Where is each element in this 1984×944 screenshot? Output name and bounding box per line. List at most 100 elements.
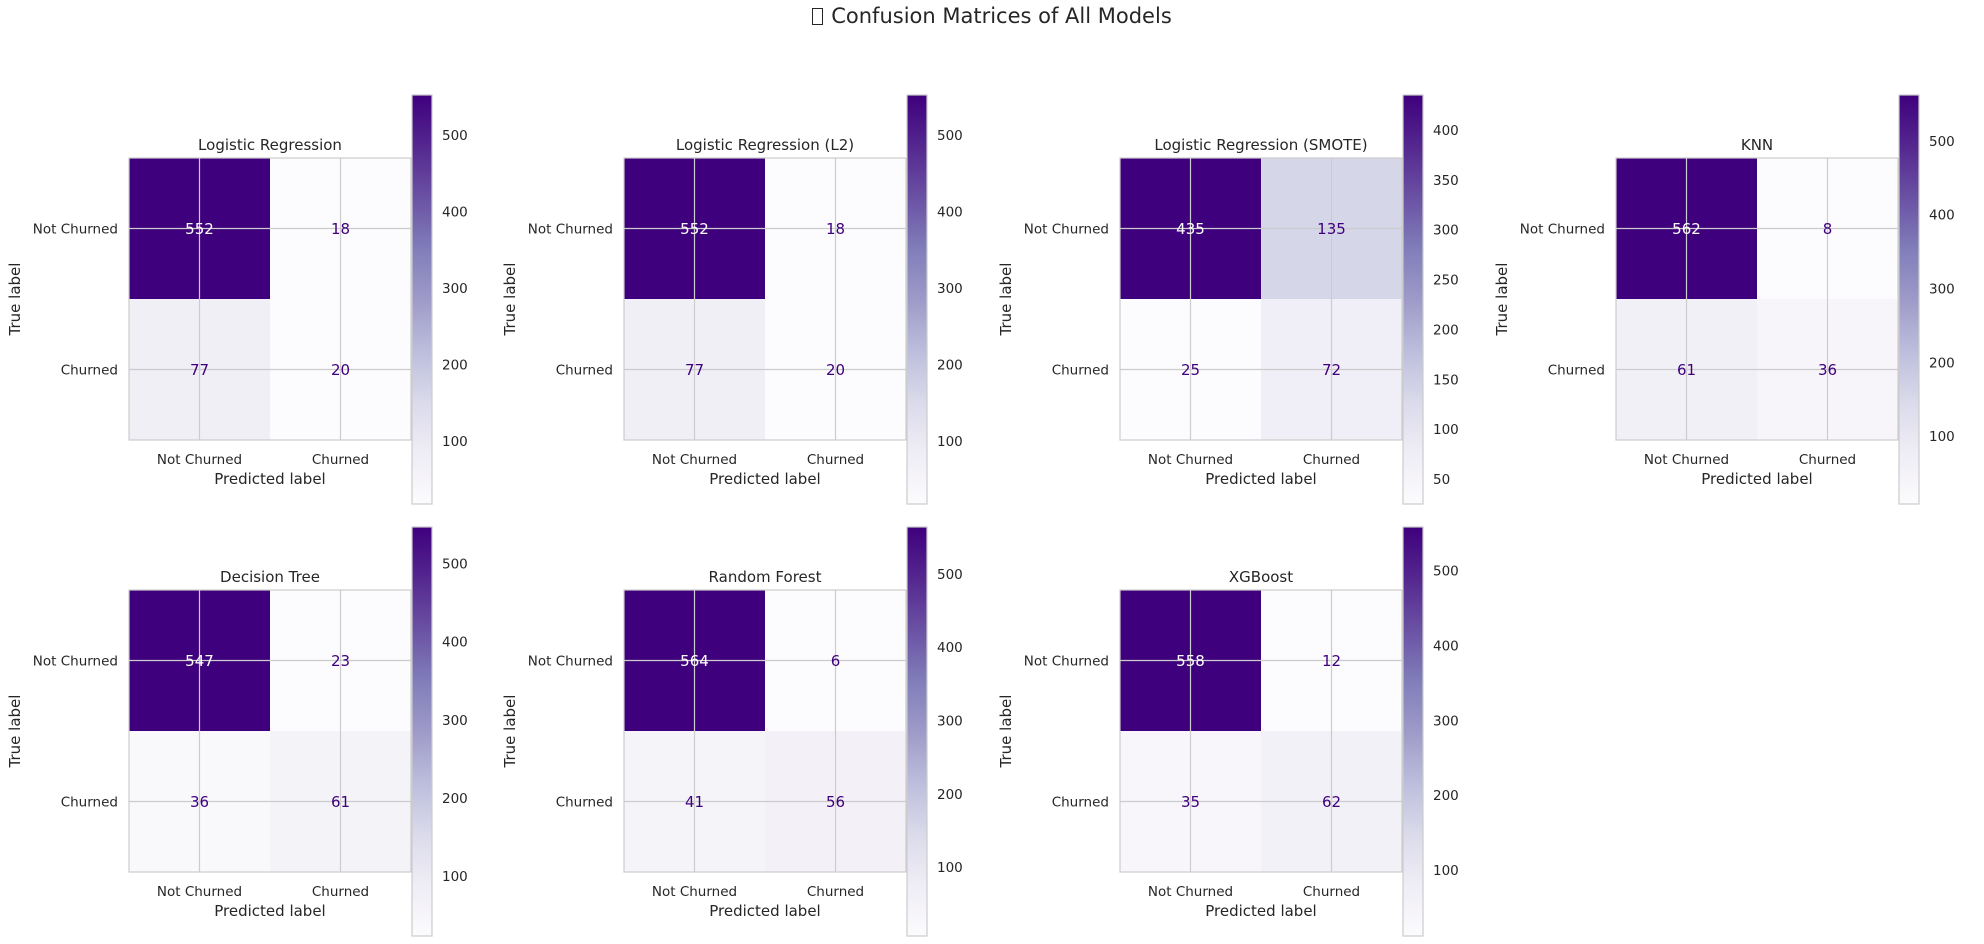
subplot-title: Decision Tree: [220, 568, 320, 586]
colorbar: 100 200 300 400 500: [1402, 526, 1459, 937]
subplot-title: KNN: [1741, 136, 1773, 154]
x-tick-label: Churned: [807, 452, 864, 468]
colorbar: 100 200 300 400 500: [411, 526, 468, 937]
colorbar-tick-label: 500: [937, 128, 963, 144]
y-axis-label: True label: [501, 695, 519, 769]
y-axis-label: True label: [6, 695, 24, 769]
colorbar-gradient: [907, 95, 927, 504]
cell-value-label: 36: [190, 793, 209, 811]
x-tick-label: Not Churned: [157, 452, 242, 468]
confusion-matrix-2: 552 18 77 20 Logistic Regression (L2) Not Chu…: [501, 94, 963, 505]
cell-value-label: 558: [1176, 652, 1205, 670]
cell-value-label: 8: [1823, 220, 1833, 238]
y-axis-label: True label: [997, 263, 1015, 337]
colorbar-tick-label: 400: [1433, 638, 1459, 654]
colorbar-tick-label: 100: [442, 869, 468, 885]
y-tick-label: Not Churned: [528, 654, 613, 670]
colorbar-tick-label: 300: [442, 713, 468, 729]
y-tick-label: Not Churned: [1520, 222, 1605, 238]
axes-frame: [128, 157, 412, 441]
colorbar-frame: [411, 94, 433, 505]
y-tick-label: Not Churned: [528, 222, 613, 238]
cell-value-label: 25: [1181, 361, 1200, 379]
colorbar-tick-label: 300: [1433, 713, 1459, 729]
colorbar-tick-label: 200: [1433, 788, 1459, 804]
confusion-matrix-5: 547 23 36 61 Decision Tree Not Churned Churned…: [6, 526, 468, 937]
colorbar-tick-label: 350: [1433, 173, 1459, 189]
colorbar-tick-label: 100: [1433, 422, 1459, 438]
cell-value-label: 135: [1317, 220, 1346, 238]
colorbar-gradient: [412, 95, 432, 504]
colorbar-tick-label: 400: [442, 204, 468, 220]
y-tick-label: Churned: [1548, 363, 1605, 379]
colorbar-tick-label: 50: [1433, 472, 1450, 488]
x-tick-label: Churned: [1799, 452, 1856, 468]
x-tick-label: Churned: [1303, 884, 1360, 900]
colorbar-tick-label: 100: [1929, 429, 1955, 445]
subplot-title: Logistic Regression (SMOTE): [1154, 136, 1367, 154]
y-tick-label: Not Churned: [1024, 222, 1109, 238]
x-tick-label: Not Churned: [157, 884, 242, 900]
y-tick-label: Churned: [1052, 795, 1109, 811]
colorbar-tick-label: 150: [1433, 372, 1459, 388]
x-tick-label: Churned: [807, 884, 864, 900]
x-tick-label: Not Churned: [652, 884, 737, 900]
subplot-title: XGBoost: [1229, 568, 1293, 586]
x-axis-label: Predicted label: [214, 902, 325, 920]
y-axis-label: True label: [6, 263, 24, 337]
colorbar-frame: [411, 526, 433, 937]
confusion-matrix-7: 558 12 35 62 XGBoost Not Churned Churned Not Ch…: [997, 526, 1459, 937]
cell-value-label: 552: [680, 220, 709, 238]
cell-value-label: 18: [331, 220, 350, 238]
colorbar-gradient: [1403, 95, 1423, 504]
colorbar-tick-label: 300: [937, 281, 963, 297]
colorbar-tick-label: 400: [1433, 123, 1459, 139]
axes-frame: [1119, 157, 1403, 441]
colorbar-frame: [1898, 94, 1920, 505]
x-axis-label: Predicted label: [709, 470, 820, 488]
y-axis-label: True label: [501, 263, 519, 337]
cell-value-label: 56: [826, 793, 845, 811]
y-axis-label: True label: [1493, 263, 1511, 337]
x-tick-label: Not Churned: [1644, 452, 1729, 468]
colorbar-tick-label: 400: [937, 640, 963, 656]
colorbar-tick-label: 500: [937, 567, 963, 583]
cell-value-label: 20: [826, 361, 845, 379]
confusion-matrix-4: 562 8 61 36 KNN Not Churned Churned Not Churned…: [1493, 94, 1955, 505]
y-tick-label: Not Churned: [33, 222, 118, 238]
subplot-title: Logistic Regression (L2): [676, 136, 854, 154]
colorbar-gradient: [907, 527, 927, 936]
missing-glyph-icon: [812, 8, 824, 25]
colorbar-gradient: [1403, 527, 1423, 936]
y-tick-label: Not Churned: [1024, 654, 1109, 670]
confusion-matrix-1: 552 18 77 20 Logistic Regression Not Churned C…: [6, 94, 468, 505]
x-tick-label: Not Churned: [1148, 452, 1233, 468]
colorbar: 100 200 300 400 500: [411, 94, 468, 505]
colorbar-tick-label: 400: [937, 204, 963, 220]
y-tick-label: Churned: [556, 363, 613, 379]
cell-value-label: 77: [685, 361, 704, 379]
subplot-title: Random Forest: [709, 568, 822, 586]
colorbar-gradient: [1899, 95, 1919, 504]
colorbar-frame: [906, 94, 928, 505]
colorbar: 100 200 300 400 500: [906, 526, 963, 937]
cell-value-label: 547: [185, 652, 214, 670]
cell-value-label: 435: [1176, 220, 1205, 238]
confusion-matrix-6: 564 6 41 56 Random Forest Not Churned Churned N…: [501, 526, 963, 937]
colorbar-tick-label: 500: [1433, 563, 1459, 579]
cell-value-label: 562: [1672, 220, 1701, 238]
y-tick-label: Churned: [61, 795, 118, 811]
cell-value-label: 41: [685, 793, 704, 811]
colorbar-tick-label: 500: [442, 128, 468, 144]
y-tick-label: Not Churned: [33, 654, 118, 670]
colorbar-tick-label: 300: [1433, 223, 1459, 239]
colorbar: 100 200 300 400 500: [1898, 94, 1955, 505]
x-axis-label: Predicted label: [1205, 470, 1316, 488]
cell-value-label: 552: [185, 220, 214, 238]
colorbar-tick-label: 300: [937, 714, 963, 730]
colorbar-tick-label: 250: [1433, 273, 1459, 289]
colorbar-tick-label: 100: [442, 434, 468, 450]
cell-value-label: 35: [1181, 793, 1200, 811]
colorbar-tick-label: 100: [937, 860, 963, 876]
